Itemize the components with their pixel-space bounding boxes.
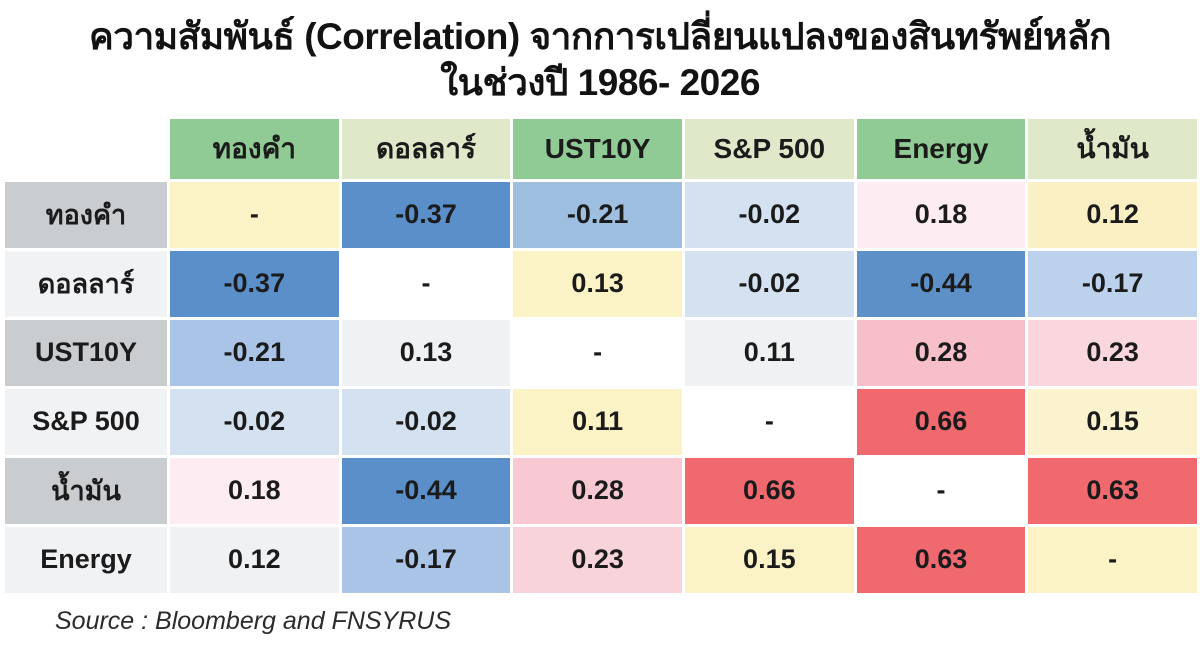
matrix-cell-r3-c1: -0.02 (341, 388, 511, 455)
matrix-cell-r2-c2: - (513, 319, 682, 386)
column-header-5: น้ำมัน (1028, 118, 1197, 179)
column-header-4: Energy (856, 118, 1026, 179)
matrix-cell-r1-c3: -0.02 (685, 250, 854, 317)
matrix-cell-r5-c0: 0.12 (170, 526, 339, 593)
matrix-cell-r3-c4: 0.66 (856, 388, 1026, 455)
matrix-cell-r0-c4: 0.18 (856, 181, 1026, 248)
matrix-cell-r0-c0: - (170, 181, 339, 248)
matrix-cell-r2-c4: 0.28 (856, 319, 1026, 386)
matrix-cell-r4-c4: - (856, 457, 1026, 524)
matrix-cell-r2-c3: 0.11 (685, 319, 854, 386)
matrix-cell-r3-c3: - (685, 388, 854, 455)
page-title: ความสัมพันธ์ (Correlation) จากการเปลี่ยน… (0, 0, 1200, 107)
page-title-line2: ในช่วงปี 1986- 2026 (440, 62, 760, 104)
matrix-cell-r5-c1: -0.17 (341, 526, 511, 593)
column-header-2: UST10Y (513, 118, 682, 179)
row-header-0: ทองคำ (5, 181, 167, 248)
page-title-line1: ความสัมพันธ์ (Correlation) จากการเปลี่ยน… (88, 16, 1112, 57)
row-header-2: UST10Y (5, 319, 167, 386)
row-header-1: ดอลลาร์ (5, 250, 167, 317)
matrix-cell-r5-c3: 0.15 (685, 526, 854, 593)
row-header-4: น้ำมัน (5, 457, 167, 524)
matrix-cell-r1-c2: 0.13 (513, 250, 682, 317)
matrix-cell-r4-c5: 0.63 (1028, 457, 1197, 524)
matrix-cell-r5-c2: 0.23 (513, 526, 682, 593)
matrix-cell-r1-c4: -0.44 (856, 250, 1026, 317)
matrix-cell-r2-c0: -0.21 (170, 319, 339, 386)
matrix-cell-r4-c2: 0.28 (513, 457, 682, 524)
matrix-cell-r1-c0: -0.37 (170, 250, 339, 317)
matrix-cell-r4-c1: -0.44 (341, 457, 511, 524)
row-header-3: S&P 500 (5, 388, 167, 455)
matrix-cell-r0-c2: -0.21 (513, 181, 682, 248)
matrix-cell-r4-c3: 0.66 (685, 457, 854, 524)
matrix-cell-r0-c5: 0.12 (1028, 181, 1197, 248)
matrix-cell-r2-c5: 0.23 (1028, 319, 1197, 386)
matrix-cell-r5-c5: - (1028, 526, 1197, 593)
matrix-cell-r4-c0: 0.18 (170, 457, 339, 524)
matrix-corner-cell (5, 118, 167, 179)
matrix-cell-r2-c1: 0.13 (341, 319, 511, 386)
row-header-5: Energy (5, 526, 167, 593)
matrix-cell-r3-c5: 0.15 (1028, 388, 1197, 455)
matrix-cell-r3-c2: 0.11 (513, 388, 682, 455)
matrix-cell-r1-c5: -0.17 (1028, 250, 1197, 317)
matrix-cell-r1-c1: - (341, 250, 511, 317)
matrix-cell-r0-c1: -0.37 (341, 181, 511, 248)
matrix-cell-r0-c3: -0.02 (685, 181, 854, 248)
source-caption: Source : Bloomberg and FNSYRUS (55, 606, 452, 635)
column-header-3: S&P 500 (685, 118, 854, 179)
matrix-cell-r5-c4: 0.63 (856, 526, 1026, 593)
correlation-matrix-table: ทองคำ ดอลลาร์ UST10Y S&P 500 Energy น้ำมัน ทอง… (5, 118, 1197, 593)
matrix-cell-r3-c0: -0.02 (170, 388, 339, 455)
column-header-0: ทองคำ (170, 118, 339, 179)
column-header-1: ดอลลาร์ (341, 118, 511, 179)
